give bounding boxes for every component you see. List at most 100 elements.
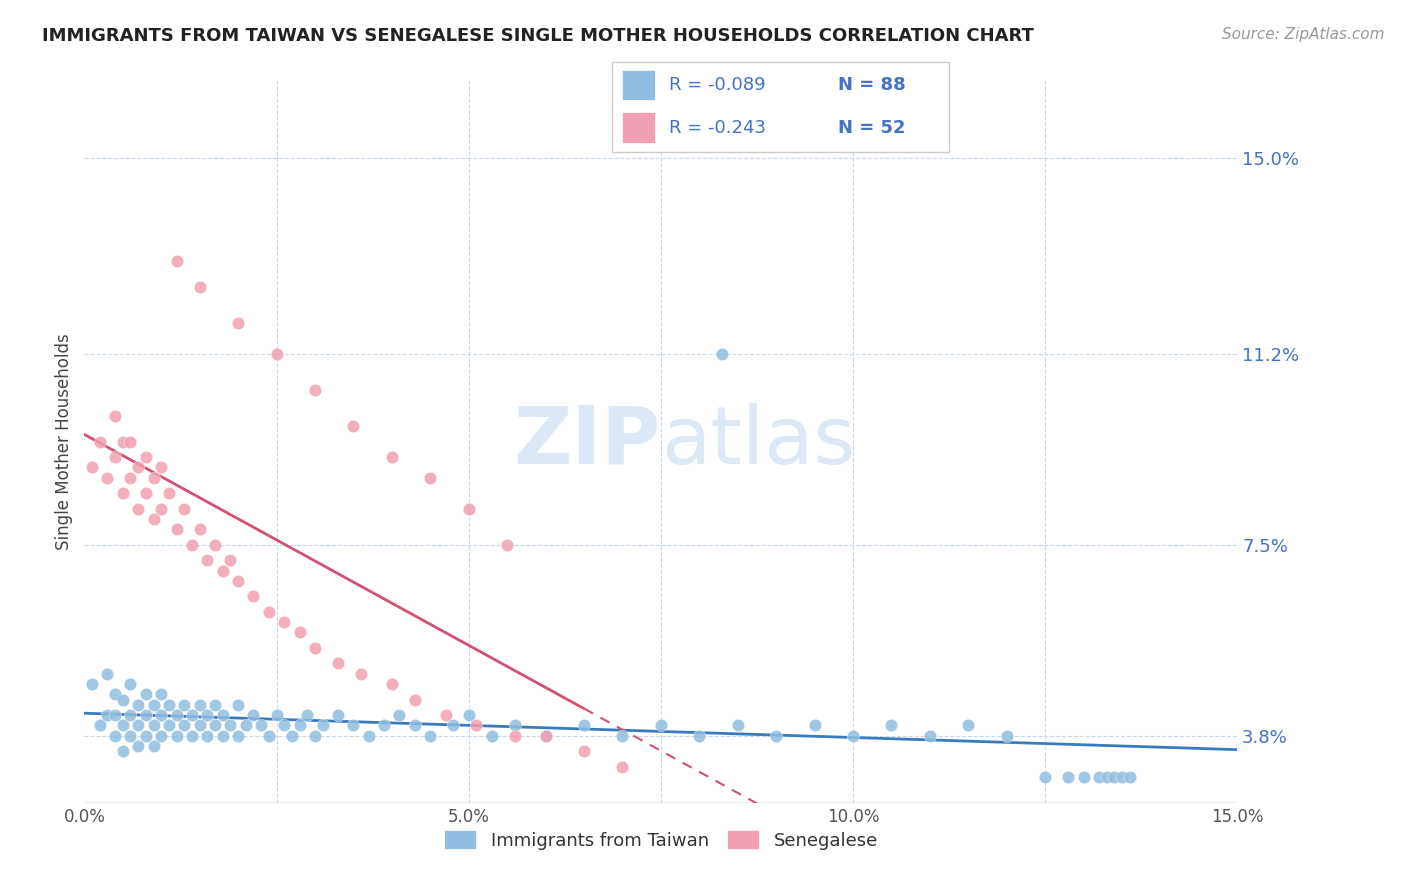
- Point: [612, 729, 634, 743]
- Point: [150, 460, 173, 475]
- Point: [188, 698, 211, 712]
- Point: [142, 512, 165, 526]
- Point: [350, 666, 373, 681]
- Text: N = 88: N = 88: [838, 76, 905, 94]
- Point: [612, 760, 634, 774]
- Point: [120, 471, 142, 485]
- Point: [111, 434, 134, 449]
- Point: [266, 347, 288, 361]
- Point: [297, 708, 319, 723]
- Point: [173, 501, 195, 516]
- Point: [127, 460, 149, 475]
- Point: [688, 729, 710, 743]
- Point: [404, 718, 426, 732]
- Point: [188, 279, 211, 293]
- Point: [226, 698, 249, 712]
- Point: [381, 677, 404, 691]
- Point: [104, 409, 127, 423]
- Point: [534, 729, 557, 743]
- Point: [135, 687, 157, 701]
- Point: [918, 729, 941, 743]
- Point: [127, 739, 149, 753]
- Point: [135, 486, 157, 500]
- Point: [572, 744, 595, 758]
- Point: [150, 729, 173, 743]
- Point: [1104, 770, 1126, 784]
- Point: [441, 718, 464, 732]
- Point: [304, 383, 326, 397]
- Point: [195, 729, 218, 743]
- Point: [434, 708, 457, 723]
- Point: [288, 718, 311, 732]
- Bar: [621, 70, 655, 100]
- Point: [219, 718, 242, 732]
- Point: [388, 708, 411, 723]
- Text: R = -0.243: R = -0.243: [669, 119, 766, 136]
- Point: [572, 718, 595, 732]
- Point: [419, 729, 441, 743]
- Point: [373, 718, 395, 732]
- Point: [166, 254, 188, 268]
- Point: [181, 538, 204, 552]
- Point: [111, 692, 134, 706]
- Point: [127, 718, 149, 732]
- Point: [250, 718, 273, 732]
- Point: [120, 677, 142, 691]
- Legend: Immigrants from Taiwan, Senegalese: Immigrants from Taiwan, Senegalese: [434, 822, 887, 859]
- Point: [135, 450, 157, 464]
- Point: [96, 708, 118, 723]
- Point: [326, 708, 349, 723]
- Point: [173, 718, 195, 732]
- Point: [326, 657, 349, 671]
- FancyBboxPatch shape: [612, 62, 949, 152]
- Point: [166, 522, 188, 536]
- Point: [142, 471, 165, 485]
- Point: [135, 729, 157, 743]
- Point: [273, 718, 295, 732]
- Point: [120, 434, 142, 449]
- Point: [257, 729, 280, 743]
- Point: [226, 729, 249, 743]
- Point: [880, 718, 903, 732]
- Point: [89, 718, 111, 732]
- Point: [650, 718, 672, 732]
- Point: [357, 729, 380, 743]
- Point: [226, 574, 249, 588]
- Point: [204, 718, 226, 732]
- Point: [104, 708, 127, 723]
- Text: ZIP: ZIP: [513, 402, 661, 481]
- Bar: [621, 112, 655, 143]
- Point: [1073, 770, 1095, 784]
- Point: [288, 625, 311, 640]
- Point: [1118, 770, 1140, 784]
- Point: [311, 718, 333, 732]
- Point: [342, 419, 364, 434]
- Point: [1088, 770, 1111, 784]
- Point: [803, 718, 825, 732]
- Point: [957, 718, 980, 732]
- Point: [104, 729, 127, 743]
- Point: [273, 615, 295, 630]
- Y-axis label: Single Mother Households: Single Mother Households: [55, 334, 73, 549]
- Point: [96, 471, 118, 485]
- Point: [142, 718, 165, 732]
- Point: [226, 316, 249, 330]
- Point: [157, 718, 180, 732]
- Point: [120, 708, 142, 723]
- Point: [211, 729, 233, 743]
- Point: [242, 590, 264, 604]
- Point: [96, 666, 118, 681]
- Point: [135, 708, 157, 723]
- Point: [1033, 770, 1056, 784]
- Point: [181, 729, 204, 743]
- Point: [166, 729, 188, 743]
- Point: [204, 698, 226, 712]
- Point: [166, 708, 188, 723]
- Point: [142, 698, 165, 712]
- Point: [150, 501, 173, 516]
- Point: [104, 450, 127, 464]
- Point: [995, 729, 1018, 743]
- Point: [242, 708, 264, 723]
- Point: [195, 708, 218, 723]
- Point: [111, 486, 134, 500]
